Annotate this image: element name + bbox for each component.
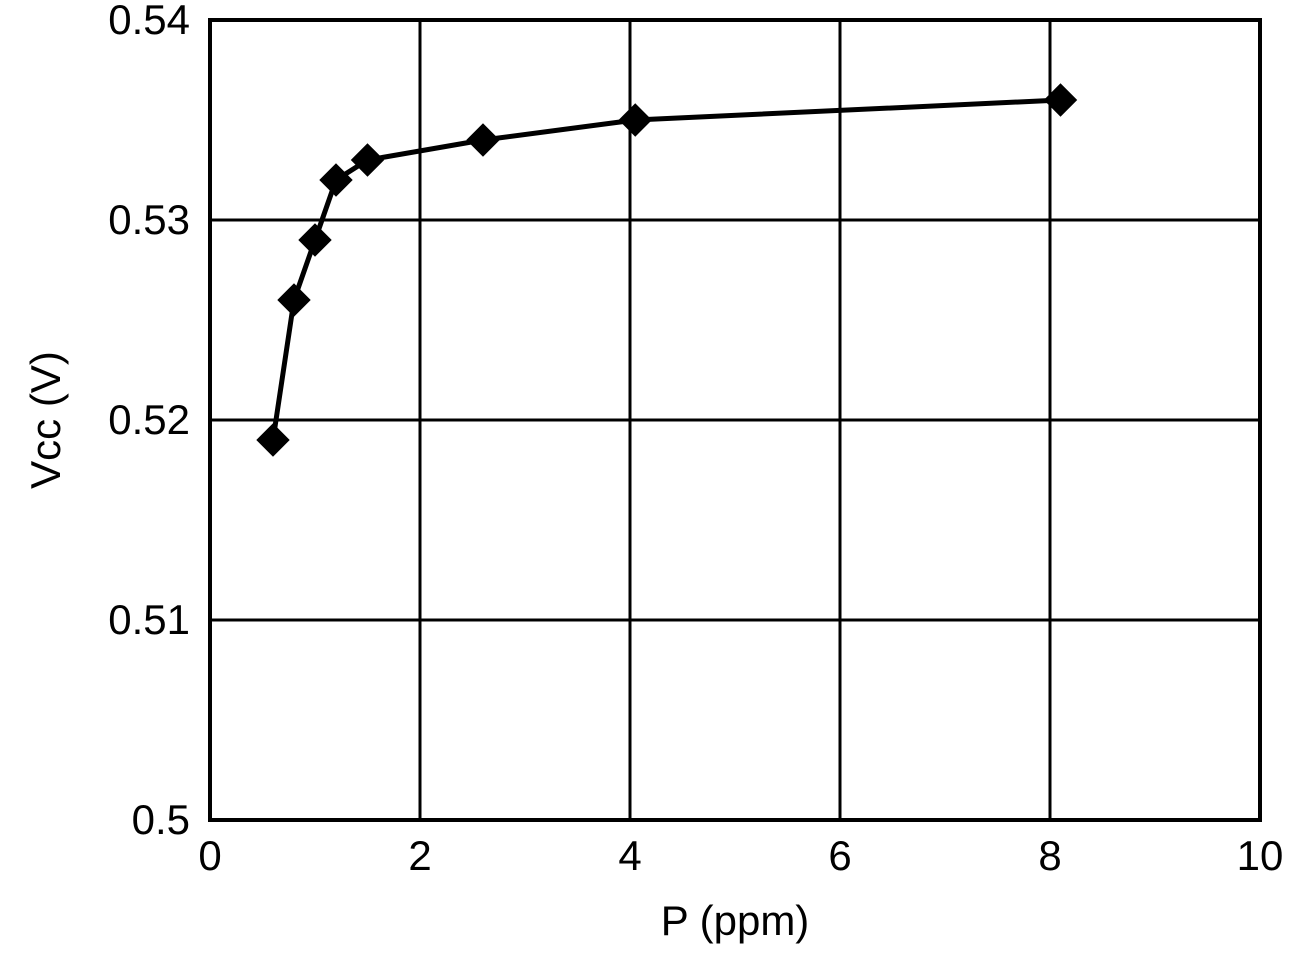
chart-svg: 0 2 4 6 8 10 0.5 0.51 0.52 0.53 0.54 P (ppm) Vcc (V) bbox=[0, 0, 1289, 969]
x-tick-label: 6 bbox=[828, 832, 851, 879]
x-tick-label: 10 bbox=[1237, 832, 1284, 879]
chart-container: 0 2 4 6 8 10 0.5 0.51 0.52 0.53 0.54 P (ppm) Vcc (V) bbox=[0, 0, 1289, 969]
y-tick-label: 0.54 bbox=[108, 0, 190, 43]
x-axis-label: P (ppm) bbox=[661, 897, 810, 944]
y-tick-label: 0.51 bbox=[108, 596, 190, 643]
y-axis-label: Vcc (V) bbox=[22, 351, 69, 489]
x-tick-label: 8 bbox=[1038, 832, 1061, 879]
x-tick-label: 0 bbox=[198, 832, 221, 879]
y-tick-label: 0.52 bbox=[108, 396, 190, 443]
y-tick-label: 0.53 bbox=[108, 196, 190, 243]
y-tick-label: 0.5 bbox=[132, 796, 190, 843]
x-tick-label: 2 bbox=[408, 832, 431, 879]
x-tick-label: 4 bbox=[618, 832, 641, 879]
